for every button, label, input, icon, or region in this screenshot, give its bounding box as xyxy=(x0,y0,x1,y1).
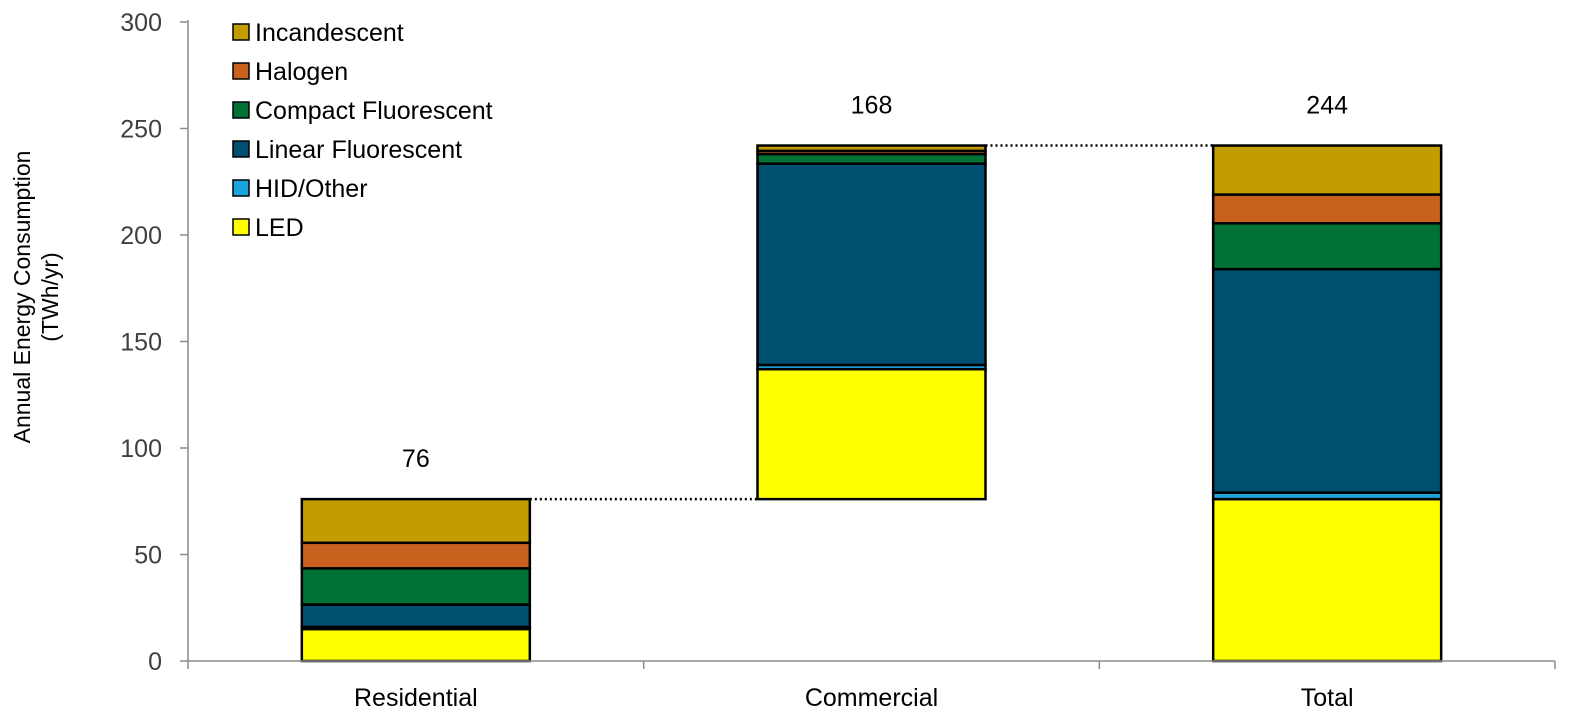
legend-swatch-compact-fluorescent xyxy=(232,101,250,119)
legend-swatch-hid-other xyxy=(232,179,250,197)
y-tick-label: 150 xyxy=(120,329,162,357)
total-labels: 76 168 244 xyxy=(402,92,1348,474)
total-label-residential: 76 xyxy=(402,445,430,473)
axes xyxy=(187,20,1556,669)
legend-swatch-incandescent xyxy=(232,23,250,41)
bar-segment-residential-incandescent xyxy=(300,497,532,545)
y-axis-title: Annual Energy Consumption (TWh/yr) xyxy=(9,151,63,444)
bar-segment-commercial-incandescent xyxy=(756,144,987,153)
bar-segment-residential-halogen xyxy=(300,541,532,570)
bars xyxy=(300,144,1443,663)
bar-segment-residential-compact-fluorescent xyxy=(300,567,532,606)
x-axis-labels: Residential Commercial Total xyxy=(354,684,1354,712)
bar-segment-commercial-linear-fluorescent xyxy=(756,162,987,367)
bar-segment-total-led xyxy=(1211,497,1443,663)
x-category-label-commercial: Commercial xyxy=(805,684,938,712)
bar-segment-commercial-compact-fluorescent xyxy=(756,152,987,165)
legend-label-led: LED xyxy=(255,214,304,242)
bar-segment-total-halogen xyxy=(1211,193,1443,225)
bar-segment-commercial-led xyxy=(756,367,987,501)
y-tick-label: 300 xyxy=(120,9,162,37)
legend-label-incandescent: Incandescent xyxy=(255,19,404,47)
legend-swatch-linear-fluorescent xyxy=(232,140,250,158)
bar-segment-residential-led xyxy=(300,627,532,663)
bar-segment-total-incandescent xyxy=(1211,144,1443,196)
legend-swatch-halogen xyxy=(232,62,250,80)
total-label-total: 244 xyxy=(1306,92,1348,120)
bar-segment-total-compact-fluorescent xyxy=(1211,222,1443,271)
x-category-label-total: Total xyxy=(1301,684,1354,712)
legend-label-hid-other: HID/Other xyxy=(255,175,368,203)
y-tick-label: 250 xyxy=(120,116,162,144)
x-category-label-residential: Residential xyxy=(354,684,478,712)
y-axis-ticks: 0 50 100 150 200 250 300 xyxy=(120,9,188,676)
bar-segment-total-linear-fluorescent xyxy=(1211,267,1443,494)
legend-label-halogen: Halogen xyxy=(255,58,348,86)
y-axis-title-line-2: (TWh/yr) xyxy=(37,252,63,341)
y-tick-label: 100 xyxy=(120,435,162,463)
y-axis-title-line-1: Annual Energy Consumption xyxy=(9,151,35,444)
bar-segment-residential-linear-fluorescent xyxy=(300,603,532,629)
legend-swatch-led xyxy=(232,218,250,236)
legend: Incandescent Halogen Compact Fluorescent Li… xyxy=(232,19,493,242)
y-tick-label: 50 xyxy=(134,542,162,570)
legend-label-linear-fluorescent: Linear Fluorescent xyxy=(255,136,462,164)
y-tick-label: 0 xyxy=(148,648,162,676)
legend-label-compact-fluorescent: Compact Fluorescent xyxy=(255,97,493,125)
total-label-commercial: 168 xyxy=(851,92,893,120)
y-tick-label: 200 xyxy=(120,222,162,250)
